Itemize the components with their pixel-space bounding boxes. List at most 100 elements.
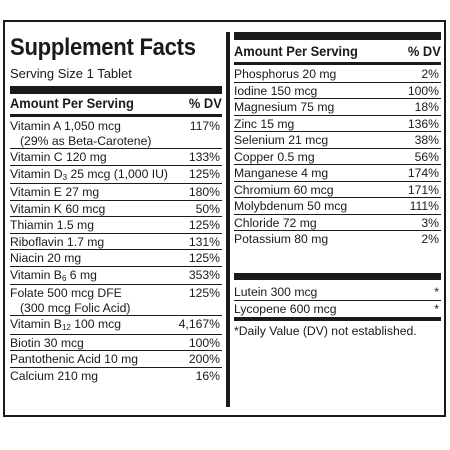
nutrient-name: Magnesium 75 mg [234,100,415,115]
nutrient-label: Iodine 150 mcg [234,83,318,98]
table-row: Niacin 20 mg 125% [10,250,222,267]
table-row: Iodine 150 mcg 100% [234,83,441,99]
table-row: Vitamin B6 6 mg 353% [10,267,222,285]
nutrient-label: Zinc 15 mg [234,116,295,131]
nutrient-name: Chromium 60 mcg [234,183,408,198]
nutrient-label: Pantothenic Acid 10 mg [10,352,139,366]
nutrient-label: Thiamin 1.5 mg [10,218,94,232]
nutrient-name: Chloride 72 mg [234,216,421,231]
nutrient-label: Manganese 4 mg [234,166,329,180]
table-row: Vitamin A 1,050 mcg (29% as Beta-Carotene… [10,118,222,149]
table-row: Vitamin E 27 mg 180% [10,184,222,201]
table-row: Copper 0.5 mg 56% [234,149,441,165]
nutrient-name: Vitamin A 1,050 mcg (29% as Beta-Carotene… [10,119,190,148]
nutrient-label: Vitamin K 60 mcg [10,201,106,216]
daily-value-percent: 133% [188,150,220,164]
nutrient-label: Calcium 210 mg [10,368,99,383]
nutrient-label: Selenium 21 mcg [234,133,329,147]
nutrient-name: Selenium 21 mcg [234,133,415,148]
nutrient-name: Potassium 80 mg [234,232,421,247]
table-row: Thiamin 1.5 mg 125% [10,217,222,234]
nutrient-label: Vitamin E 27 mg [10,185,100,199]
table-row: Chloride 72 mg 3% [234,215,441,231]
nutrient-name: Vitamin D3 25 mcg (1,000 IU) [10,167,189,184]
table-row: Pantothenic Acid 10 mg 200% [10,351,222,368]
nutrient-name: Vitamin B12 100 mcg [10,317,179,334]
daily-value-percent: 353% [188,267,220,282]
table-row: Lutein 300 mcg * [234,284,441,301]
table-row: Chromium 60 mcg 171% [234,182,441,198]
daily-value-percent: 111% [409,199,439,213]
nutrient-name: Pantothenic Acid 10 mg [10,352,189,367]
daily-value-percent: 4,167% [178,317,220,331]
nutrient-label: Riboflavin 1.7 mg [10,234,105,249]
medium-rule [10,114,222,117]
medium-rule [234,62,441,65]
daily-value-percent: 131% [188,234,220,249]
table-row: Folate 500 mcg DFE (300 mcg Folic Acid) 12… [10,285,222,316]
dv-heading: % DV [189,95,222,111]
right-column: Amount Per Serving % DV Phosphorus 20 mg… [234,22,441,415]
daily-value-percent: 136% [407,116,439,131]
nutrient-label: Phosphorus 20 mg [234,67,337,81]
nutrient-label: Potassium 80 mg [234,232,329,246]
nutrient-label: Vitamin D [10,166,63,181]
thick-rule [234,32,441,40]
table-row: Biotin 30 mcg 100% [10,335,222,351]
daily-value-percent: 50% [195,201,220,216]
thick-rule [10,86,222,94]
nutrient-subscript: 3 [62,172,68,182]
table-row: Magnesium 75 mg 18% [234,99,441,116]
nutrient-name: Copper 0.5 mg [234,150,415,165]
nutrient-subscript: 12 [61,323,71,332]
column-divider [226,32,230,407]
nutrient-name: Biotin 30 mcg [10,336,189,351]
daily-value-percent: 2% [421,67,439,81]
nutrient-label: Niacin 20 mg [10,251,82,265]
daily-value-percent: 56% [414,149,439,164]
supplement-facts-panel: Supplement Facts Serving Size 1 Tablet A… [3,20,446,417]
table-row: Selenium 21 mcg 38% [234,132,441,149]
thick-rule [234,273,441,280]
nutrient-label: Biotin 30 mcg [10,335,84,350]
footnote: *Daily Value (DV) not established. [234,324,417,338]
panel-title: Supplement Facts [10,34,196,61]
daily-value-percent: 2% [421,232,439,246]
daily-value-percent: 180% [188,185,220,199]
right-nutrient-list: Phosphorus 20 mg 2% Iodine 150 mcg 100% Magn… [234,66,441,247]
daily-value-percent: 117% [189,119,220,133]
daily-value-percent: 100% [188,335,220,350]
amount-per-serving-heading: Amount Per Serving [234,43,358,59]
nutrient-name: Vitamin C 120 mg [10,150,189,165]
nutrient-label: Folate 500 mcg DFE [10,286,122,300]
right-extra-list: Lutein 300 mcg * Lycopene 600 mcg * [234,284,441,316]
nutrient-label: Vitamin A 1,050 mcg [10,119,121,133]
daily-value-percent: 174% [407,166,439,180]
nutrient-amount: 100 mcg [70,317,121,331]
nutrient-note: (300 mcg Folic Acid) [20,300,131,315]
amount-per-serving-heading: Amount Per Serving [10,95,134,111]
daily-value-percent: 125% [188,286,220,300]
table-row: Molybdenum 50 mcg 111% [234,198,441,215]
nutrient-name: Folate 500 mcg DFE (300 mcg Folic Acid) [10,286,189,315]
daily-value-percent: * [434,301,439,316]
nutrient-label: Lycopene 600 mcg [234,301,337,316]
right-table-header: Amount Per Serving % DV [234,43,441,59]
daily-value-percent: 18% [414,100,439,114]
nutrient-name: Phosphorus 20 mg [234,67,421,82]
nutrient-label: Molybdenum 50 mcg [234,199,348,213]
nutrient-name: Iodine 150 mcg [234,84,408,99]
left-table-header: Amount Per Serving % DV [10,95,222,111]
table-row: Potassium 80 mg 2% [234,231,441,247]
daily-value-percent: 171% [407,182,439,197]
table-row: Lycopene 600 mcg * [234,301,441,317]
nutrient-label: Magnesium 75 mg [234,100,335,114]
nutrient-name: Zinc 15 mg [234,117,408,132]
left-column: Supplement Facts Serving Size 1 Tablet A… [10,22,222,415]
table-row: Vitamin K 60 mcg 50% [10,201,222,217]
daily-value-percent: 3% [421,215,439,230]
nutrient-subscript: 6 [61,273,67,283]
table-row: Calcium 210 mg 16% [10,368,222,384]
nutrient-amount: 6 mg [66,267,97,282]
nutrient-name: Lutein 300 mcg [234,285,434,300]
